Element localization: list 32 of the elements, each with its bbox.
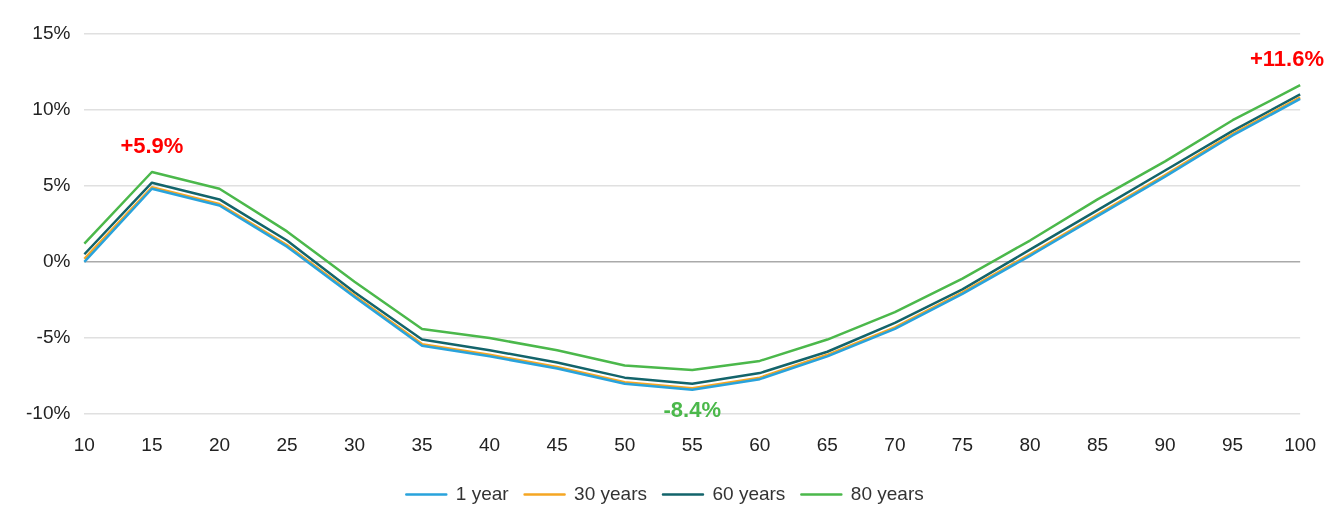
x-tick-label: 15 (141, 433, 163, 455)
y-tick-label: -5% (36, 326, 71, 348)
legend-label: 80 years (850, 482, 924, 504)
y-tick-label: -10% (26, 402, 71, 424)
y-tick-label: 5% (42, 173, 71, 195)
x-tick-label: 35 (411, 433, 433, 455)
x-tick-label: 20 (208, 433, 231, 455)
x-tick-label: 70 (884, 433, 906, 455)
annotation: +5.9% (120, 133, 184, 159)
x-tick-label: 85 (1086, 433, 1109, 455)
x-tick-label: 60 (749, 433, 771, 455)
x-tick-label: 75 (951, 433, 973, 455)
y-tick-label: 15% (32, 21, 71, 43)
legend-label: 1 year (455, 482, 510, 504)
x-tick-label: 100 (1284, 433, 1316, 455)
x-tick-label: 45 (546, 433, 568, 455)
x-tick-label: 25 (276, 433, 298, 455)
x-tick-label: 30 (343, 433, 366, 455)
x-tick-label: 10 (73, 433, 95, 455)
annotation: -8.4% (663, 396, 721, 422)
y-tick-label: 10% (32, 97, 71, 119)
x-tick-label: 95 (1222, 433, 1244, 455)
x-tick-label: 40 (479, 433, 501, 455)
x-tick-label: 55 (681, 433, 703, 455)
x-tick-label: 90 (1154, 433, 1176, 455)
x-tick-label: 50 (614, 433, 636, 455)
x-tick-label: 65 (816, 433, 838, 455)
legend-label: 30 years (574, 482, 647, 504)
x-tick-label: 80 (1019, 433, 1041, 455)
y-tick-label: 0% (42, 250, 71, 272)
annotation: +11.6% (1249, 46, 1324, 72)
legend-label: 60 years (712, 482, 786, 504)
